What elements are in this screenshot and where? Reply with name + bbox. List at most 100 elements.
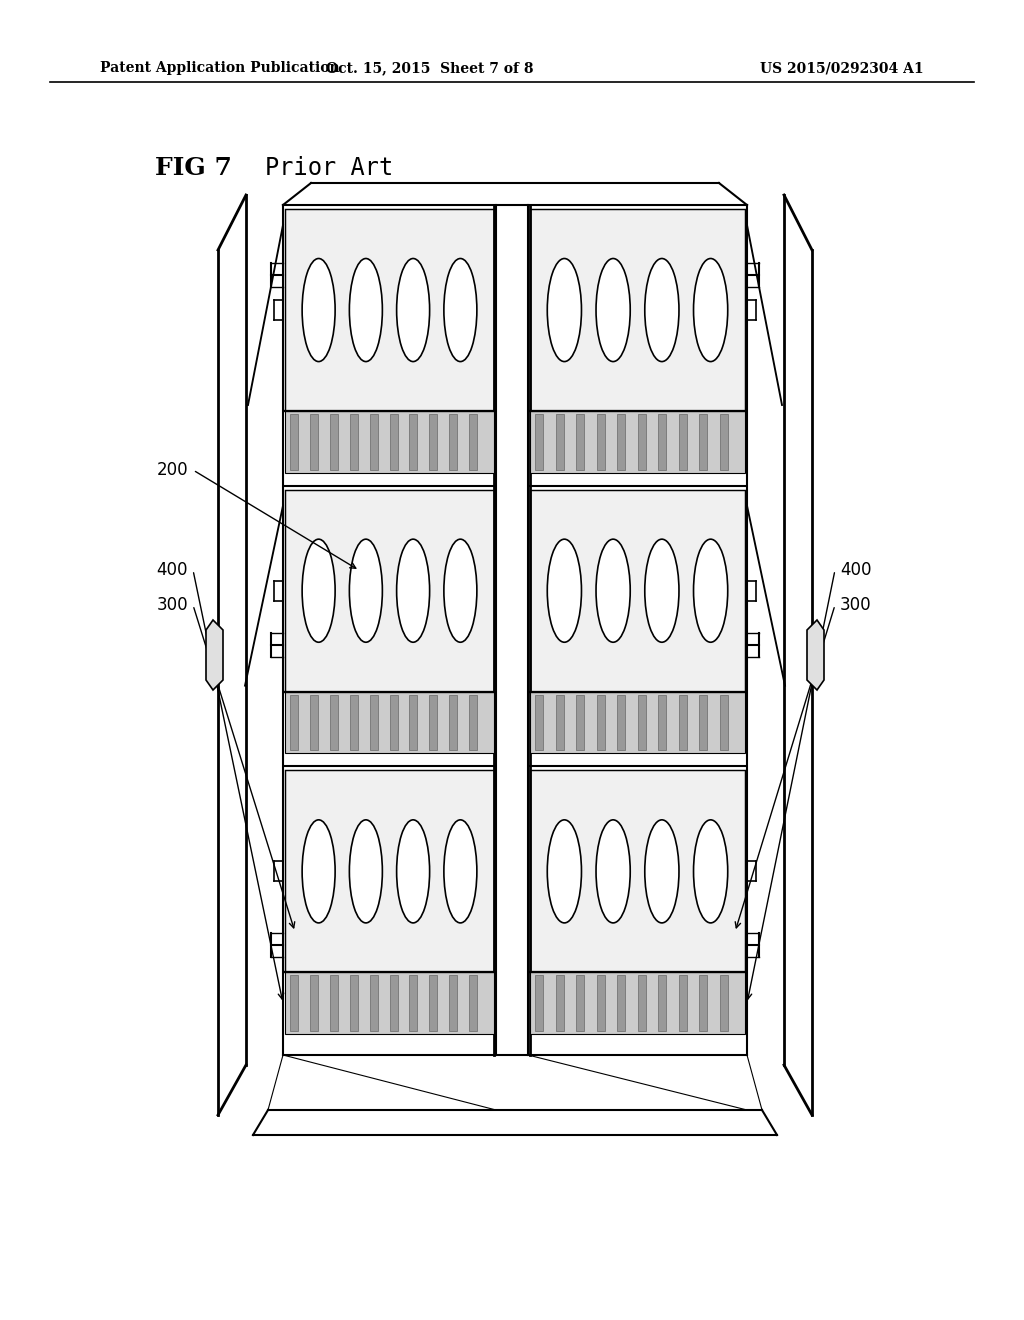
Polygon shape — [469, 694, 477, 751]
Polygon shape — [575, 694, 584, 751]
Polygon shape — [597, 975, 604, 1031]
Ellipse shape — [693, 539, 728, 643]
Ellipse shape — [302, 539, 335, 643]
Polygon shape — [597, 414, 604, 470]
Ellipse shape — [396, 259, 430, 362]
Polygon shape — [206, 620, 223, 690]
Text: Prior Art: Prior Art — [265, 156, 393, 180]
Polygon shape — [285, 490, 494, 692]
Polygon shape — [530, 490, 745, 692]
Polygon shape — [330, 975, 338, 1031]
Polygon shape — [310, 694, 317, 751]
Polygon shape — [530, 771, 745, 973]
Polygon shape — [535, 414, 543, 470]
Ellipse shape — [547, 820, 582, 923]
Ellipse shape — [349, 259, 382, 362]
Polygon shape — [720, 975, 727, 1031]
Polygon shape — [679, 975, 686, 1031]
Text: FIG 7: FIG 7 — [155, 156, 231, 180]
Polygon shape — [370, 694, 378, 751]
Polygon shape — [658, 414, 666, 470]
Ellipse shape — [693, 820, 728, 923]
Polygon shape — [575, 975, 584, 1031]
Polygon shape — [575, 414, 584, 470]
Polygon shape — [450, 414, 457, 470]
Ellipse shape — [349, 539, 382, 643]
Polygon shape — [285, 973, 494, 1034]
Polygon shape — [410, 694, 418, 751]
Polygon shape — [389, 694, 397, 751]
Polygon shape — [450, 975, 457, 1031]
Polygon shape — [469, 414, 477, 470]
Ellipse shape — [596, 820, 630, 923]
Polygon shape — [638, 414, 645, 470]
Polygon shape — [370, 975, 378, 1031]
Polygon shape — [350, 975, 357, 1031]
Polygon shape — [679, 694, 686, 751]
Polygon shape — [429, 975, 437, 1031]
Polygon shape — [285, 209, 494, 411]
Ellipse shape — [443, 539, 477, 643]
Polygon shape — [699, 975, 707, 1031]
Polygon shape — [450, 694, 457, 751]
Text: 400: 400 — [157, 561, 188, 579]
Polygon shape — [290, 414, 298, 470]
Ellipse shape — [547, 259, 582, 362]
Polygon shape — [555, 694, 563, 751]
Polygon shape — [658, 694, 666, 751]
Text: 200: 200 — [157, 461, 188, 479]
Ellipse shape — [302, 820, 335, 923]
Polygon shape — [350, 694, 357, 751]
Text: Patent Application Publication: Patent Application Publication — [100, 61, 340, 75]
Text: 400: 400 — [840, 561, 871, 579]
Polygon shape — [429, 694, 437, 751]
Text: Oct. 15, 2015  Sheet 7 of 8: Oct. 15, 2015 Sheet 7 of 8 — [327, 61, 534, 75]
Polygon shape — [469, 975, 477, 1031]
Ellipse shape — [596, 259, 630, 362]
Polygon shape — [699, 414, 707, 470]
Text: US 2015/0292304 A1: US 2015/0292304 A1 — [760, 61, 924, 75]
Ellipse shape — [645, 539, 679, 643]
Polygon shape — [429, 414, 437, 470]
Polygon shape — [617, 414, 625, 470]
Ellipse shape — [349, 820, 382, 923]
Ellipse shape — [443, 820, 477, 923]
Polygon shape — [389, 414, 397, 470]
Polygon shape — [617, 975, 625, 1031]
Polygon shape — [720, 694, 727, 751]
Ellipse shape — [396, 539, 430, 643]
Polygon shape — [658, 975, 666, 1031]
Polygon shape — [389, 975, 397, 1031]
Polygon shape — [285, 692, 494, 754]
Polygon shape — [807, 620, 824, 690]
Polygon shape — [699, 694, 707, 751]
Text: 300: 300 — [840, 597, 871, 614]
Polygon shape — [285, 771, 494, 973]
Polygon shape — [535, 975, 543, 1031]
Ellipse shape — [396, 820, 430, 923]
Polygon shape — [597, 694, 604, 751]
Polygon shape — [617, 694, 625, 751]
Polygon shape — [410, 414, 418, 470]
Polygon shape — [530, 411, 745, 473]
Polygon shape — [350, 414, 357, 470]
Ellipse shape — [693, 259, 728, 362]
Ellipse shape — [645, 820, 679, 923]
Text: 300: 300 — [157, 597, 188, 614]
Polygon shape — [330, 694, 338, 751]
Polygon shape — [530, 692, 745, 754]
Ellipse shape — [547, 539, 582, 643]
Polygon shape — [530, 209, 745, 411]
Ellipse shape — [443, 259, 477, 362]
Polygon shape — [310, 414, 317, 470]
Polygon shape — [535, 694, 543, 751]
Polygon shape — [638, 694, 645, 751]
Polygon shape — [638, 975, 645, 1031]
Ellipse shape — [302, 259, 335, 362]
Polygon shape — [290, 694, 298, 751]
Polygon shape — [290, 975, 298, 1031]
Polygon shape — [555, 975, 563, 1031]
Ellipse shape — [645, 259, 679, 362]
Polygon shape — [330, 414, 338, 470]
Polygon shape — [410, 975, 418, 1031]
